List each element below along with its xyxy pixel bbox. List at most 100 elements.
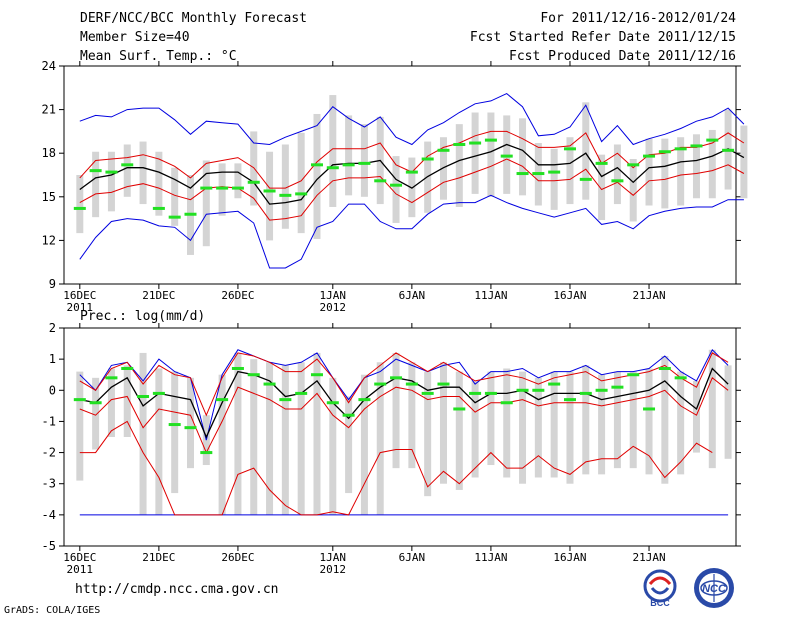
prec-ensemble-box (487, 371, 495, 466)
prec-red-low-line (79, 420, 713, 516)
prec-ensemble-box (76, 371, 84, 481)
temp-observed-marker (469, 141, 482, 145)
temp-ensemble-box (439, 137, 447, 200)
prec-ytick-label: -3 (42, 477, 56, 491)
temp-observed-marker (532, 172, 545, 176)
temp-observed-marker (279, 193, 292, 197)
prec-xtick-label: 21JAN (632, 551, 665, 564)
source-url[interactable]: http://cmdp.ncc.cma.gov.cn (75, 582, 279, 597)
prec-observed-marker (405, 382, 418, 386)
prec-observed-marker (627, 373, 640, 377)
temp-observed-marker (627, 163, 640, 167)
prec-ytick-label: -5 (42, 539, 56, 553)
prec-ensemble-box (582, 365, 590, 475)
temp-ensemble-box (740, 125, 748, 199)
temp-observed-marker (263, 189, 276, 193)
temp-ensemble-box (313, 113, 321, 239)
temp-ytick-label: 9 (49, 277, 56, 291)
prec-observed-marker (548, 382, 561, 386)
prec-observed-marker (342, 413, 355, 417)
prec-max-line (79, 348, 729, 441)
temp-observed-marker (342, 163, 355, 167)
bcc-logo: BCC (643, 569, 677, 608)
prec-observed-marker (611, 385, 624, 389)
temp-observed-marker (690, 144, 703, 148)
temp-ensemble-box (360, 124, 368, 197)
prec-xtick-label: 16DEC (63, 551, 96, 564)
temp-observed-marker (563, 147, 576, 151)
temp-ytick-label: 12 (42, 233, 56, 247)
prec-observed-marker (563, 398, 576, 402)
prec-observed-marker (121, 366, 134, 370)
prec-xtick-year-label: 2011 (67, 563, 94, 576)
prec-ensemble-box (471, 380, 479, 478)
temp-ensemble-box (519, 118, 527, 196)
temp-observed-marker (706, 138, 719, 142)
temp-xtick-label: 16DEC (63, 289, 96, 302)
temp-ensemble-box (92, 151, 100, 218)
prec-ensemble-box (677, 371, 685, 475)
member-size-label: Member Size=40 (80, 30, 190, 45)
temp-xtick-label: 26DEC (221, 289, 254, 302)
prec-ensemble-box (408, 362, 416, 469)
prec-ytick-label: -4 (42, 508, 56, 522)
temp-ensemble-box (155, 151, 163, 216)
prec-ensemble-box (329, 377, 337, 515)
prec-ensemble-box (724, 365, 732, 459)
temp-ytick-label: 18 (42, 146, 56, 160)
temp-observed-marker (611, 179, 624, 183)
prec-ytick-label: 2 (49, 321, 56, 335)
prec-observed-marker (200, 451, 213, 455)
temp-ytick-label: 24 (42, 59, 56, 73)
prec-ensemble-box (186, 377, 194, 469)
temp-observed-marker (231, 186, 244, 190)
prec-lower-std-line (79, 377, 729, 454)
temp-ensemble-box (329, 95, 337, 207)
prec-observed-marker (532, 388, 545, 392)
prec-observed-marker (674, 376, 687, 380)
prec-ensemble-box (345, 396, 353, 494)
temp-xtick-label: 16JAN (553, 289, 586, 302)
temp-max-line (79, 93, 745, 146)
prec-ensemble-box (708, 349, 716, 469)
prec-observed-marker (500, 401, 513, 405)
bcc-logo-text: BCC (650, 598, 670, 608)
prec-observed-marker (184, 426, 197, 430)
temp-ensemble-box (598, 154, 606, 221)
temp-xtick-label: 21JAN (632, 289, 665, 302)
temp-ensemble-box (139, 141, 147, 205)
prec-ensemble-box (534, 377, 542, 478)
temp-observed-marker (405, 170, 418, 174)
prec-xtick-label: 6JAN (399, 551, 426, 564)
prec-ensemble-box (107, 368, 115, 437)
temp-observed-marker (310, 163, 323, 167)
temp-ensemble-box (487, 112, 495, 197)
temp-xtick-label: 11JAN (474, 289, 507, 302)
temp-observed-marker (121, 163, 134, 167)
temp-ensemble-box (471, 112, 479, 194)
temp-observed-marker (184, 212, 197, 216)
temp-ensemble-box (281, 144, 289, 229)
prec-ensemble-box (692, 380, 700, 453)
temp-ytick-label: 21 (42, 103, 56, 117)
temp-xtick-label: 6JAN (399, 289, 426, 302)
temp-observed-marker (295, 192, 308, 196)
temp-observed-marker (216, 186, 229, 190)
temp-observed-marker (105, 170, 118, 174)
temp-ensemble-box (677, 137, 685, 206)
temp-observed-marker (674, 147, 687, 151)
prec-observed-marker (453, 407, 466, 411)
prec-observed-marker (658, 366, 671, 370)
prec-xtick-year-label: 2012 (320, 563, 347, 576)
prec-ensemble-box (155, 368, 163, 515)
prec-ensemble-box (439, 362, 447, 484)
prec-plot-frame (63, 327, 737, 547)
prec-ensemble-box (360, 374, 368, 515)
temp-observed-marker (548, 170, 561, 174)
variable-label: Mean Surf. Temp.: °C (80, 49, 237, 64)
prec-observed-marker (595, 388, 608, 392)
prec-ensemble-box (629, 371, 637, 469)
temp-ensemble-box (692, 134, 700, 199)
